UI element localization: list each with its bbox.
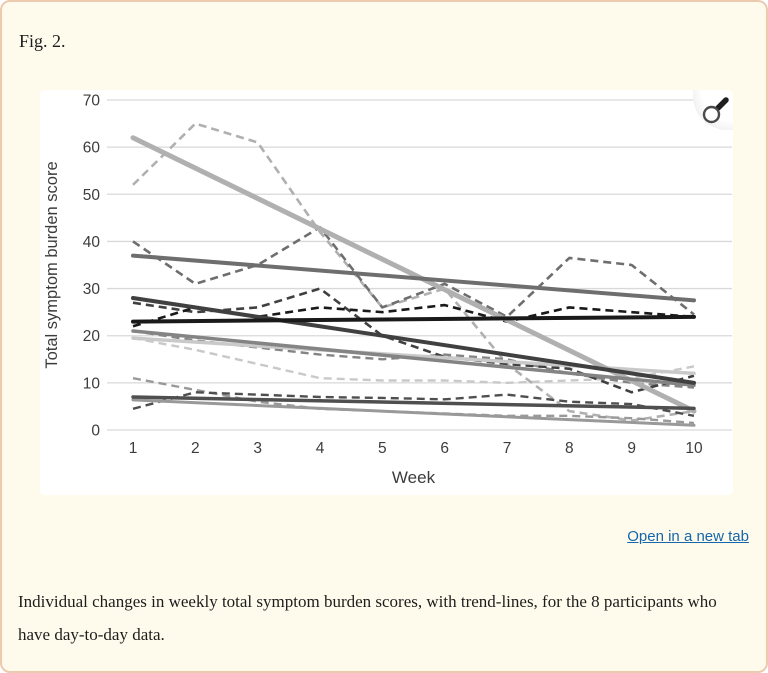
magnifier-icon xyxy=(702,97,729,124)
svg-text:2: 2 xyxy=(191,440,200,457)
svg-text:1: 1 xyxy=(129,440,138,457)
svg-text:40: 40 xyxy=(83,234,101,251)
svg-text:50: 50 xyxy=(83,187,101,204)
svg-text:30: 30 xyxy=(83,281,101,298)
figure-caption: Individual changes in weekly total sympt… xyxy=(18,592,717,644)
figure-label: Fig. 2. xyxy=(19,31,66,51)
svg-text:9: 9 xyxy=(627,440,636,457)
svg-text:10: 10 xyxy=(83,375,101,392)
figure-image-panel: 0 10 20 30 40 50 60 70 1 2 3 4 5 6 7 8 9 10 Week Total symp… xyxy=(40,90,733,495)
svg-text:Week: Week xyxy=(392,468,436,487)
svg-text:4: 4 xyxy=(316,440,325,457)
svg-text:0: 0 xyxy=(91,423,100,440)
svg-text:3: 3 xyxy=(253,440,262,457)
open-in-new-tab-link[interactable]: Open in a new tab xyxy=(627,528,749,545)
svg-text:7: 7 xyxy=(503,440,512,457)
svg-text:20: 20 xyxy=(83,328,101,345)
svg-text:60: 60 xyxy=(83,140,101,157)
svg-text:8: 8 xyxy=(565,440,574,457)
svg-text:5: 5 xyxy=(378,440,387,457)
svg-text:70: 70 xyxy=(83,93,101,110)
zoom-button[interactable] xyxy=(693,90,733,130)
symptom-burden-chart: 0 10 20 30 40 50 60 70 1 2 3 4 5 6 7 8 9 10 Week Total symp… xyxy=(43,93,732,487)
svg-text:6: 6 xyxy=(440,440,449,457)
svg-text:10: 10 xyxy=(685,440,703,457)
svg-text:Total symptom burden score: Total symptom burden score xyxy=(43,161,61,368)
